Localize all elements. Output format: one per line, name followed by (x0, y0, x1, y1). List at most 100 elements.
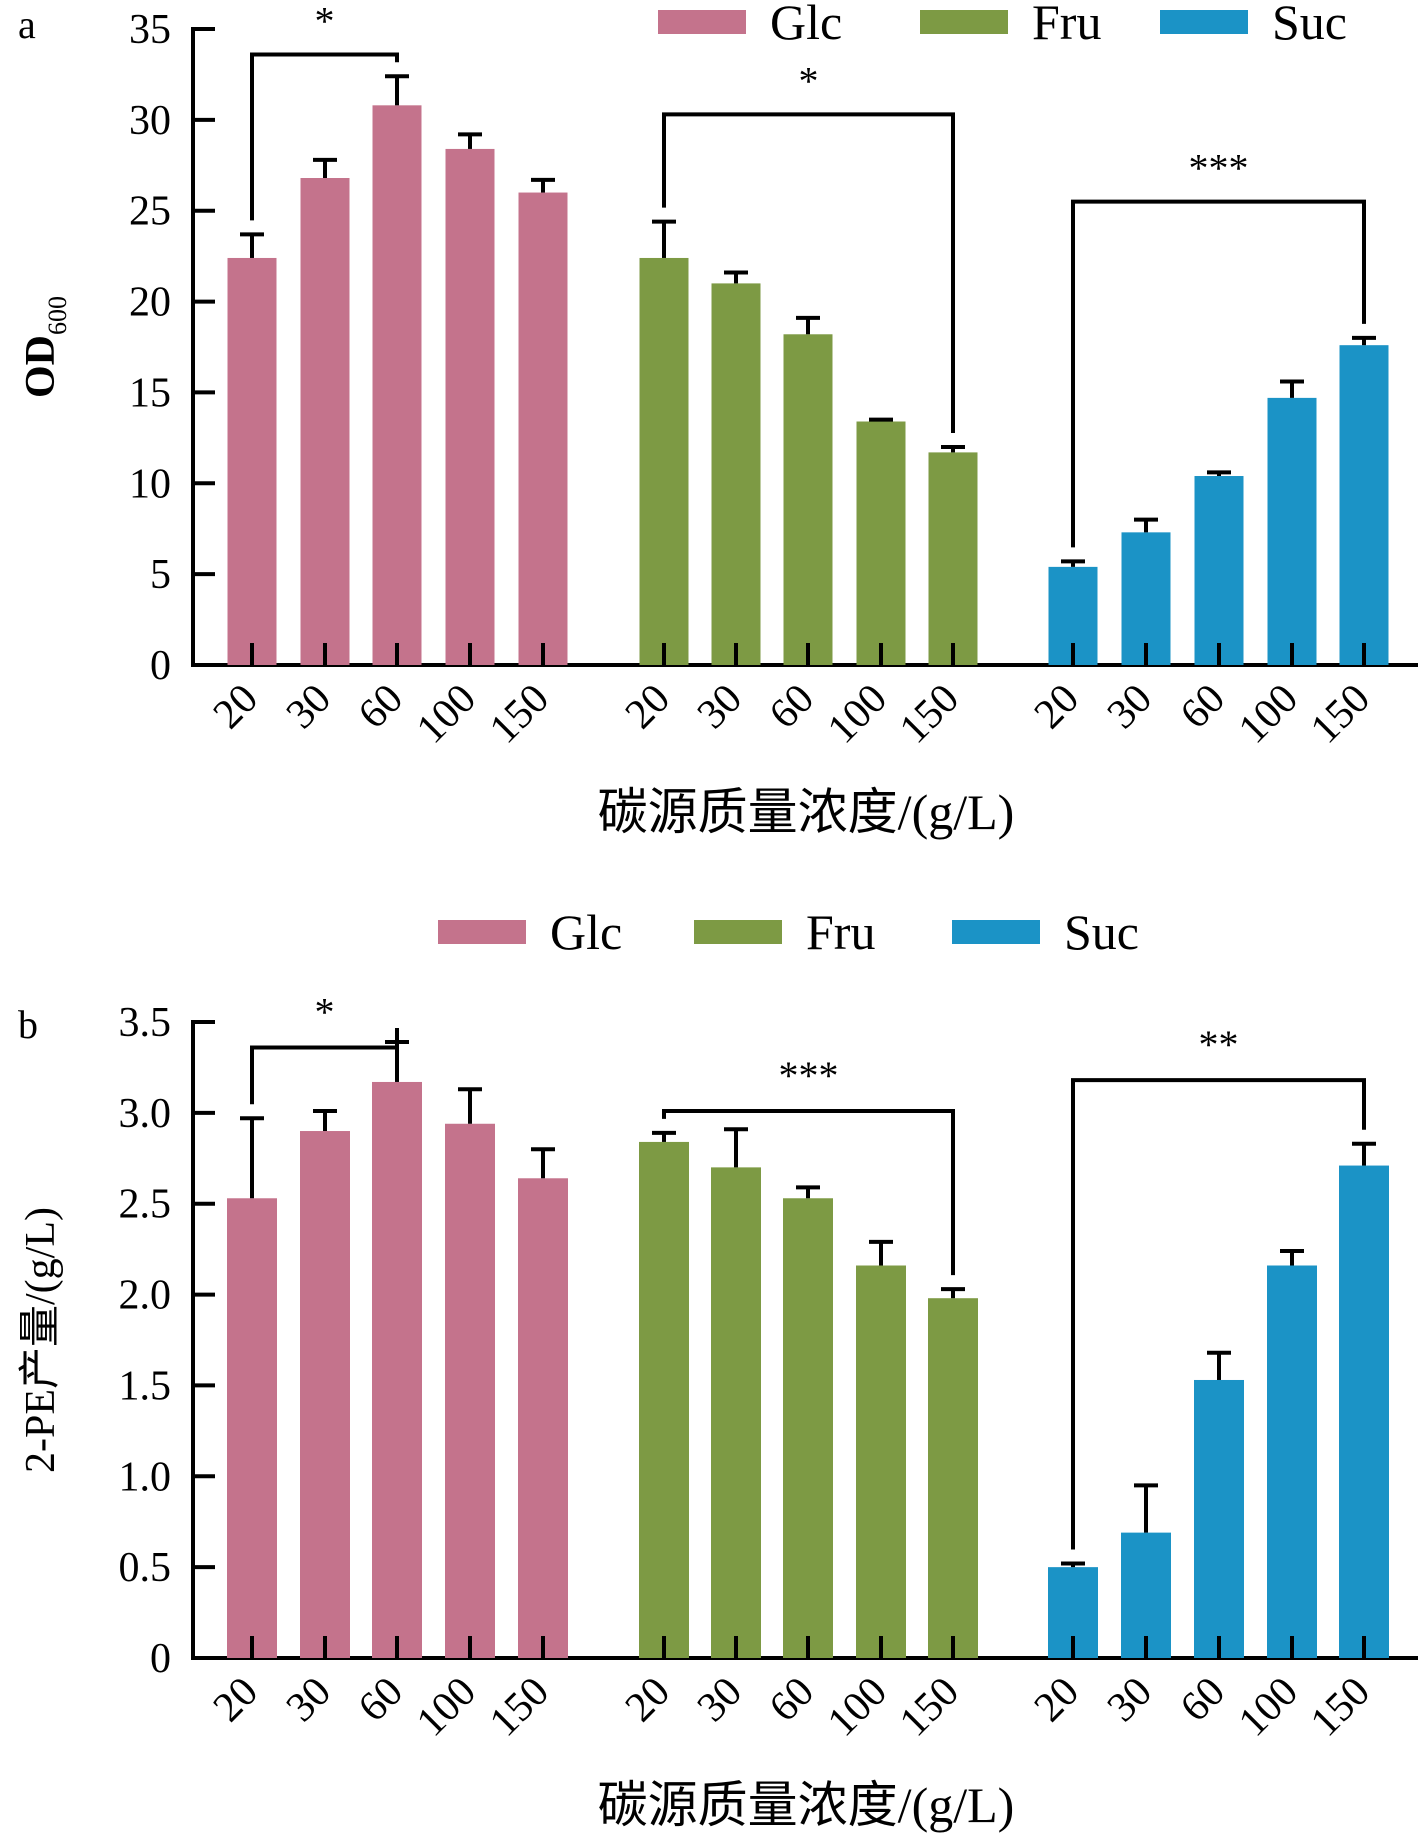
y-tick-label: 0.5 (119, 1545, 172, 1591)
x-tick-label: 60 (350, 1669, 412, 1731)
significance-label: * (315, 989, 335, 1034)
y-tick-label: 1.0 (119, 1454, 172, 1500)
significance-bracket (1071, 1078, 1366, 1550)
bar-glc-60 (372, 105, 422, 665)
bar-fru-60 (783, 1198, 833, 1658)
bar-suc-60 (1194, 1379, 1244, 1658)
y-axis-label: OD600 (18, 296, 72, 398)
x-tick-label: 100 (819, 676, 896, 753)
panel-label-b: b (18, 1002, 38, 1047)
significance-bracket (250, 52, 399, 221)
x-tick-label: 100 (408, 1669, 485, 1746)
x-tick-label: 60 (350, 676, 412, 738)
x-tick-label: 20 (617, 676, 679, 738)
x-tick-label: 150 (481, 676, 558, 753)
bar-suc-100 (1267, 397, 1317, 665)
x-tick-label: 150 (891, 1669, 968, 1746)
y-tick-label: 25 (129, 189, 171, 235)
bar-glc-20 (227, 257, 277, 665)
x-tick-label: 20 (1026, 1669, 1088, 1731)
bar-glc-30 (300, 178, 350, 665)
x-axis-label: 碳源质量浓度/(g/L) (598, 784, 1015, 840)
x-tick-label: 30 (278, 676, 340, 738)
y-axis-label-subscript: 600 (43, 296, 72, 335)
bar-fru-20 (639, 1141, 689, 1658)
x-tick-label: 100 (819, 1669, 896, 1746)
bar-fru-30 (711, 283, 761, 665)
bar-fru-20 (639, 257, 689, 665)
bar-glc-150 (518, 1178, 568, 1658)
x-tick-label: 100 (1230, 1669, 1307, 1746)
x-tick-label: 150 (891, 676, 968, 753)
y-tick-label: 3.0 (119, 1091, 172, 1137)
y-tick-label: 5 (150, 552, 171, 598)
x-tick-label: 60 (761, 1669, 823, 1731)
bar-glc-30 (300, 1131, 350, 1658)
chart-panel-b: 00.51.01.52.02.53.03.52-PE产量/(g/L)20 30 60… (18, 904, 1418, 1833)
bar-fru-100 (856, 1265, 906, 1658)
bar-glc-100 (445, 148, 495, 666)
x-tick-label: 20 (1026, 676, 1088, 738)
x-tick-label: 150 (1302, 676, 1379, 753)
y-axis-label: 2-PE产量/(g/L) (18, 1207, 64, 1473)
x-axis-label: 碳源质量浓度/(g/L) (598, 1777, 1015, 1833)
y-tick-label: 3.5 (119, 1000, 172, 1046)
significance-label: *** (1189, 146, 1249, 191)
bar-suc-30 (1121, 532, 1171, 665)
y-tick-label: 10 (129, 461, 171, 507)
bar-suc-150 (1339, 1165, 1389, 1658)
x-tick-label: 20 (617, 1669, 679, 1731)
significance-label: ** (1199, 1022, 1239, 1067)
y-tick-label: 0 (150, 1636, 171, 1682)
legend-label-suc: Suc (1272, 0, 1347, 50)
y-tick-label: 2.0 (119, 1273, 172, 1319)
panel-label-a: a (18, 2, 36, 47)
x-tick-label: 60 (1172, 1669, 1234, 1731)
x-tick-label: 30 (1099, 1669, 1161, 1731)
legend-label-fru: Fru (806, 904, 875, 960)
y-tick-label: 0 (150, 643, 171, 689)
legend-label-glc: Glc (550, 904, 622, 960)
x-tick-label: 150 (481, 1669, 558, 1746)
x-tick-label: 20 (205, 1669, 267, 1731)
significance-label: * (799, 58, 819, 103)
significance-label: *** (779, 1053, 839, 1098)
bar-glc-20 (227, 1198, 277, 1658)
bar-suc-60 (1194, 476, 1244, 665)
bar-fru-150 (928, 452, 978, 665)
y-tick-label: 30 (129, 98, 171, 144)
bar-fru-30 (711, 1167, 761, 1658)
legend-swatch-glc (658, 10, 746, 34)
bar-suc-150 (1339, 345, 1389, 665)
significance-bracket (1071, 199, 1366, 548)
x-tick-label: 30 (689, 676, 751, 738)
bar-fru-150 (928, 1298, 978, 1658)
x-tick-label: 60 (1172, 676, 1234, 738)
y-tick-label: 2.5 (119, 1182, 172, 1228)
legend-swatch-suc (952, 920, 1040, 944)
bar-fru-60 (783, 334, 833, 665)
bar-glc-150 (518, 192, 568, 666)
x-tick-label: 100 (408, 676, 485, 753)
significance-bracket (662, 1109, 955, 1276)
bar-suc-100 (1267, 1265, 1317, 1658)
x-tick-label: 30 (689, 1669, 751, 1731)
legend-label-suc: Suc (1064, 904, 1139, 960)
bar-glc-60 (372, 1081, 422, 1658)
significance-bracket (662, 112, 955, 433)
significance-label: * (315, 0, 335, 43)
legend-swatch-fru (920, 10, 1008, 34)
legend-swatch-glc (438, 920, 526, 944)
significance-bracket (250, 1027, 399, 1105)
legend-swatch-fru (694, 920, 782, 944)
x-tick-label: 30 (278, 1669, 340, 1731)
legend-label-fru: Fru (1032, 0, 1101, 50)
y-tick-label: 35 (129, 7, 171, 53)
y-tick-label: 1.5 (119, 1363, 172, 1409)
bar-glc-100 (445, 1123, 495, 1658)
legend-label-glc: Glc (770, 0, 842, 50)
x-tick-label: 60 (761, 676, 823, 738)
legend-swatch-suc (1160, 10, 1248, 34)
